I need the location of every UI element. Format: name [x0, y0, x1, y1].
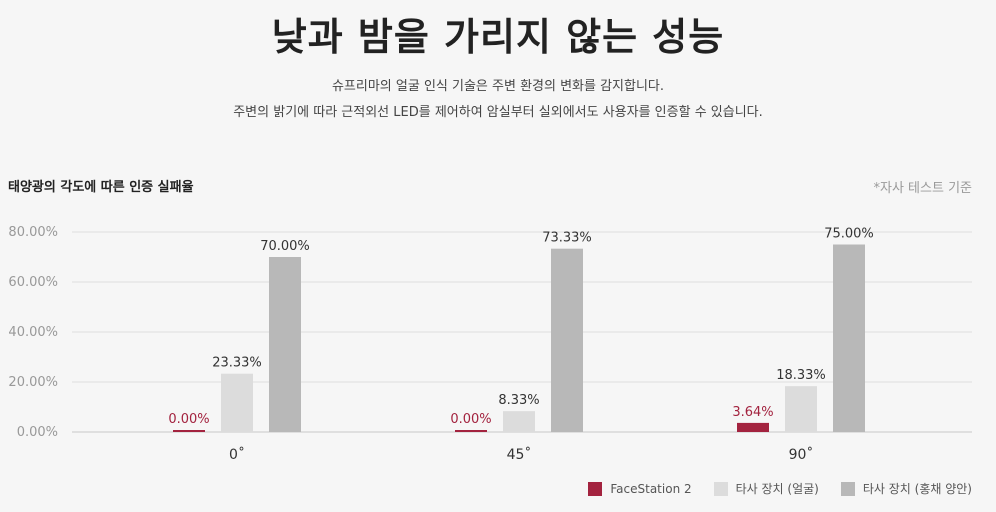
x-tick-label: 90˚	[789, 446, 814, 463]
x-tick-label: 45˚	[507, 446, 532, 463]
data-label: 23.33%	[212, 356, 262, 371]
data-label: 8.33%	[498, 393, 539, 408]
bar	[551, 248, 583, 432]
bar	[785, 386, 817, 432]
bar	[269, 257, 301, 432]
legend-item-facestation: FaceStation 2	[588, 481, 692, 496]
legend-swatch-facestation	[588, 481, 603, 496]
legend-label-other-iris: 타사 장치 (홍채 양안)	[862, 482, 972, 496]
chart-title: 태양광의 각도에 따른 인증 실패율	[8, 180, 194, 195]
bar	[221, 373, 253, 432]
bar	[737, 422, 769, 432]
data-label: 0.00%	[168, 412, 209, 427]
y-tick-label: 0.00%	[17, 425, 58, 440]
y-tick-label: 80.00%	[8, 225, 58, 240]
legend-label-facestation: FaceStation 2	[610, 481, 692, 496]
data-label: 70.00%	[260, 239, 310, 254]
legend-item-other-face: 타사 장치 (얼굴)	[713, 480, 819, 497]
description-line-1: 슈프리마의 얼굴 인식 기술은 주변 환경의 변화를 감지합니다.	[331, 79, 665, 94]
legend-label-other-face: 타사 장치 (얼굴)	[735, 482, 819, 496]
y-tick-label: 20.00%	[8, 375, 58, 390]
bar	[503, 411, 535, 432]
data-label: 0.00%	[450, 412, 491, 427]
legend-swatch-other-face	[713, 481, 728, 496]
data-label: 3.64%	[732, 405, 773, 420]
y-tick-label: 40.00%	[8, 325, 58, 340]
x-tick-label: 0˚	[229, 446, 245, 463]
page-headline: 낮과 밤을 가리지 않는 성능	[271, 15, 725, 59]
legend-item-other-iris: 타사 장치 (홍채 양안)	[840, 480, 972, 497]
bar	[455, 430, 487, 432]
data-label: 75.00%	[824, 227, 874, 242]
bar	[833, 244, 865, 432]
bar	[173, 430, 205, 432]
description-line-2: 주변의 밝기에 따라 근적외선 LED를 제어하여 암실부터 실외에서도 사용자…	[233, 105, 763, 120]
chart-legend: FaceStation 2 타사 장치 (얼굴) 타사 장치 (홍채 양안)	[588, 480, 972, 497]
test-basis-note: *자사 테스트 기준	[873, 181, 973, 196]
legend-swatch-other-iris	[840, 481, 855, 496]
data-label: 73.33%	[542, 231, 592, 246]
data-label: 18.33%	[776, 368, 826, 383]
y-tick-label: 60.00%	[8, 275, 58, 290]
bar-chart: 0.00% 20.00% 40.00% 60.00% 80.00% 0.00% 23.33%…	[8, 225, 972, 463]
